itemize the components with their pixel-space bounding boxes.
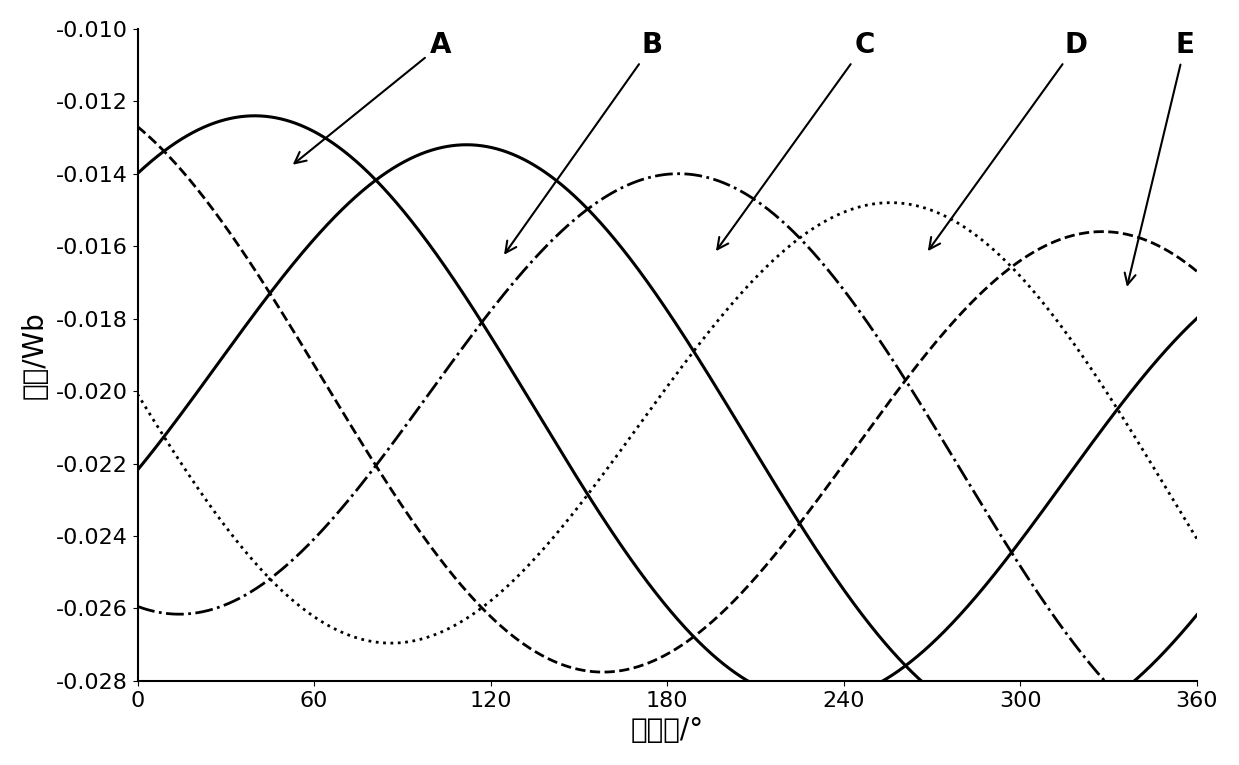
- Y-axis label: 磁链/Wb: 磁链/Wb: [21, 311, 48, 399]
- Text: D: D: [929, 31, 1088, 249]
- Text: E: E: [1125, 31, 1194, 285]
- X-axis label: 电角度/°: 电角度/°: [631, 716, 704, 744]
- Text: C: C: [717, 31, 875, 249]
- Text: B: B: [506, 31, 663, 253]
- Text: A: A: [295, 31, 451, 163]
